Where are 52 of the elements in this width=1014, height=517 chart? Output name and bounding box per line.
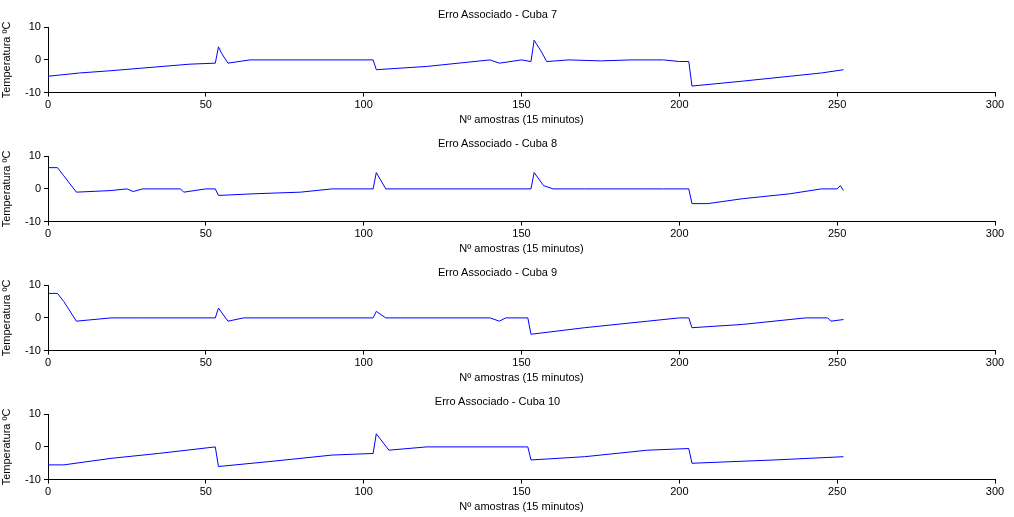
x-tick-label: 200 — [670, 356, 689, 369]
y-tick-label: 0 — [34, 52, 41, 65]
x-tick-label: 50 — [199, 485, 212, 498]
x-tick-label: 100 — [354, 98, 373, 111]
y-tick-label: -10 — [25, 214, 41, 227]
y-axis-title: Temperatura ºC — [0, 408, 12, 486]
x-axis-title: Nº amostras (15 minutos) — [459, 113, 584, 126]
x-tick-label: 0 — [44, 485, 52, 498]
y-tick-label: 10 — [28, 407, 41, 420]
y-axis-title: Temperatura ºC — [0, 279, 12, 357]
x-tick-label: 250 — [827, 485, 847, 498]
x-tick-label: 100 — [354, 227, 373, 240]
x-tick-label: 150 — [512, 98, 531, 111]
x-tick-label: 200 — [670, 98, 689, 111]
y-tick-label: 10 — [28, 278, 41, 291]
y-tick-label: 0 — [34, 310, 41, 323]
x-tick-label: 250 — [827, 98, 847, 111]
x-tick-label: 300 — [985, 485, 1005, 498]
y-axis-title: Temperatura ºC — [0, 21, 12, 99]
x-tick-label: 100 — [354, 356, 373, 369]
chart-title: Erro Associado - Cuba 10 — [434, 394, 561, 407]
x-tick-label: 300 — [985, 356, 1005, 369]
x-tick-label: 150 — [512, 485, 531, 498]
x-axis-title: Nº amostras (15 minutos) — [459, 500, 584, 513]
x-axis-title: Nº amostras (15 minutos) — [459, 242, 584, 255]
x-tick-label: 50 — [199, 356, 212, 369]
x-tick-label: 300 — [985, 227, 1005, 240]
x-axis-title: Nº amostras (15 minutos) — [459, 371, 584, 384]
x-tick-label: 50 — [199, 227, 212, 240]
chart-title: Erro Associado - Cuba 9 — [437, 265, 558, 278]
x-tick-label: 0 — [44, 98, 52, 111]
x-tick-label: 300 — [985, 98, 1005, 111]
y-tick-label: -10 — [25, 85, 41, 98]
x-tick-label: 0 — [44, 227, 52, 240]
x-tick-label: 250 — [827, 356, 847, 369]
y-tick-label: 10 — [28, 149, 41, 162]
y-tick-label: -10 — [25, 472, 41, 485]
x-tick-label: 200 — [670, 485, 689, 498]
x-tick-label: 250 — [827, 227, 847, 240]
y-tick-label: 0 — [34, 181, 41, 194]
x-tick-label: 200 — [670, 227, 689, 240]
y-tick-label: -10 — [25, 343, 41, 356]
x-tick-label: 150 — [512, 356, 531, 369]
x-tick-label: 50 — [199, 98, 212, 111]
y-tick-label: 0 — [34, 439, 41, 452]
x-tick-label: 0 — [44, 356, 52, 369]
x-tick-label: 100 — [354, 485, 373, 498]
y-tick-label: 10 — [28, 20, 41, 33]
y-axis-title: Temperatura ºC — [0, 150, 12, 228]
x-tick-label: 150 — [512, 227, 531, 240]
chart-title: Erro Associado - Cuba 8 — [437, 136, 558, 149]
chart-title: Erro Associado - Cuba 7 — [437, 7, 558, 20]
